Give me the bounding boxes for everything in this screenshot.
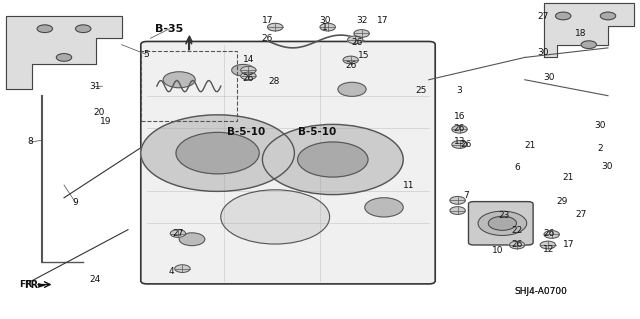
Text: FR: FR — [19, 280, 32, 289]
Text: 32: 32 — [356, 16, 367, 25]
Text: SHJ4-A0700: SHJ4-A0700 — [515, 287, 567, 296]
Circle shape — [600, 12, 616, 20]
Text: 8: 8 — [28, 137, 33, 146]
Circle shape — [354, 30, 369, 37]
Circle shape — [232, 64, 255, 76]
Text: 26: 26 — [454, 124, 465, 133]
Circle shape — [141, 115, 294, 191]
Text: 21: 21 — [563, 173, 574, 182]
Circle shape — [268, 23, 283, 31]
Text: 26: 26 — [262, 34, 273, 43]
Text: 27: 27 — [575, 210, 587, 219]
Circle shape — [540, 241, 556, 249]
Text: 16: 16 — [454, 112, 465, 121]
Text: 17: 17 — [377, 16, 388, 25]
Text: FR►: FR► — [24, 279, 46, 290]
Text: 24: 24 — [89, 275, 100, 284]
Text: 26: 26 — [460, 140, 472, 149]
Circle shape — [170, 230, 186, 237]
Text: 20: 20 — [93, 108, 105, 117]
Circle shape — [556, 12, 571, 20]
Circle shape — [450, 197, 465, 204]
Text: B-5-10: B-5-10 — [298, 127, 336, 137]
Circle shape — [343, 56, 358, 64]
Text: 1: 1 — [323, 23, 328, 32]
Text: 29: 29 — [556, 197, 568, 206]
Text: 22: 22 — [511, 226, 523, 235]
Circle shape — [365, 198, 403, 217]
Circle shape — [175, 265, 190, 272]
Text: 27: 27 — [537, 12, 548, 21]
Text: 26: 26 — [243, 74, 254, 83]
Text: 2: 2 — [598, 144, 603, 153]
Text: B-5-10: B-5-10 — [227, 127, 266, 137]
Text: 23: 23 — [499, 211, 510, 220]
Circle shape — [176, 132, 259, 174]
Polygon shape — [6, 16, 122, 89]
Circle shape — [581, 41, 596, 48]
Text: SHJ4-A0700: SHJ4-A0700 — [515, 287, 567, 296]
Circle shape — [338, 82, 366, 96]
Circle shape — [488, 216, 516, 230]
Circle shape — [544, 231, 559, 238]
Circle shape — [56, 54, 72, 61]
Text: 19: 19 — [100, 117, 111, 126]
Text: 10: 10 — [492, 246, 504, 255]
Text: 26: 26 — [511, 240, 523, 249]
Text: 5: 5 — [143, 50, 148, 59]
Circle shape — [452, 141, 467, 148]
Text: 15: 15 — [358, 51, 369, 60]
Text: 30: 30 — [537, 48, 548, 57]
Circle shape — [320, 23, 335, 31]
Text: 26: 26 — [345, 61, 356, 70]
Text: 30: 30 — [319, 16, 331, 25]
Text: B-35: B-35 — [156, 24, 184, 34]
Text: 31: 31 — [89, 82, 100, 91]
FancyBboxPatch shape — [468, 202, 533, 245]
Circle shape — [221, 190, 330, 244]
Text: 18: 18 — [575, 29, 587, 38]
Text: 6: 6 — [515, 163, 520, 172]
Text: 14: 14 — [243, 55, 254, 63]
Text: 4: 4 — [169, 267, 174, 276]
Text: 26: 26 — [543, 229, 555, 238]
Circle shape — [450, 207, 465, 214]
Text: 30: 30 — [601, 162, 612, 171]
Circle shape — [241, 66, 256, 74]
Text: 30: 30 — [595, 121, 606, 130]
Text: 13: 13 — [454, 137, 465, 146]
Text: 17: 17 — [563, 240, 574, 249]
Circle shape — [452, 125, 467, 133]
Text: 9: 9 — [73, 198, 78, 207]
Bar — [141, 51, 237, 121]
FancyBboxPatch shape — [141, 41, 435, 284]
Circle shape — [76, 25, 91, 33]
Text: 3: 3 — [457, 86, 462, 95]
Circle shape — [179, 233, 205, 246]
Text: 27: 27 — [172, 229, 184, 238]
Text: 26: 26 — [351, 38, 363, 47]
Text: 17: 17 — [262, 16, 273, 25]
Circle shape — [298, 142, 368, 177]
Text: 28: 28 — [268, 77, 280, 86]
Circle shape — [262, 124, 403, 195]
Circle shape — [163, 72, 195, 88]
Text: 30: 30 — [543, 73, 555, 82]
Polygon shape — [544, 3, 634, 57]
Text: 21: 21 — [524, 141, 536, 150]
Circle shape — [37, 25, 52, 33]
Circle shape — [509, 241, 525, 249]
Circle shape — [241, 72, 256, 80]
Circle shape — [348, 36, 363, 44]
Text: 25: 25 — [415, 86, 427, 95]
Circle shape — [478, 211, 527, 235]
Text: 12: 12 — [543, 245, 555, 254]
Text: 7: 7 — [463, 191, 468, 200]
Text: 11: 11 — [403, 181, 414, 189]
